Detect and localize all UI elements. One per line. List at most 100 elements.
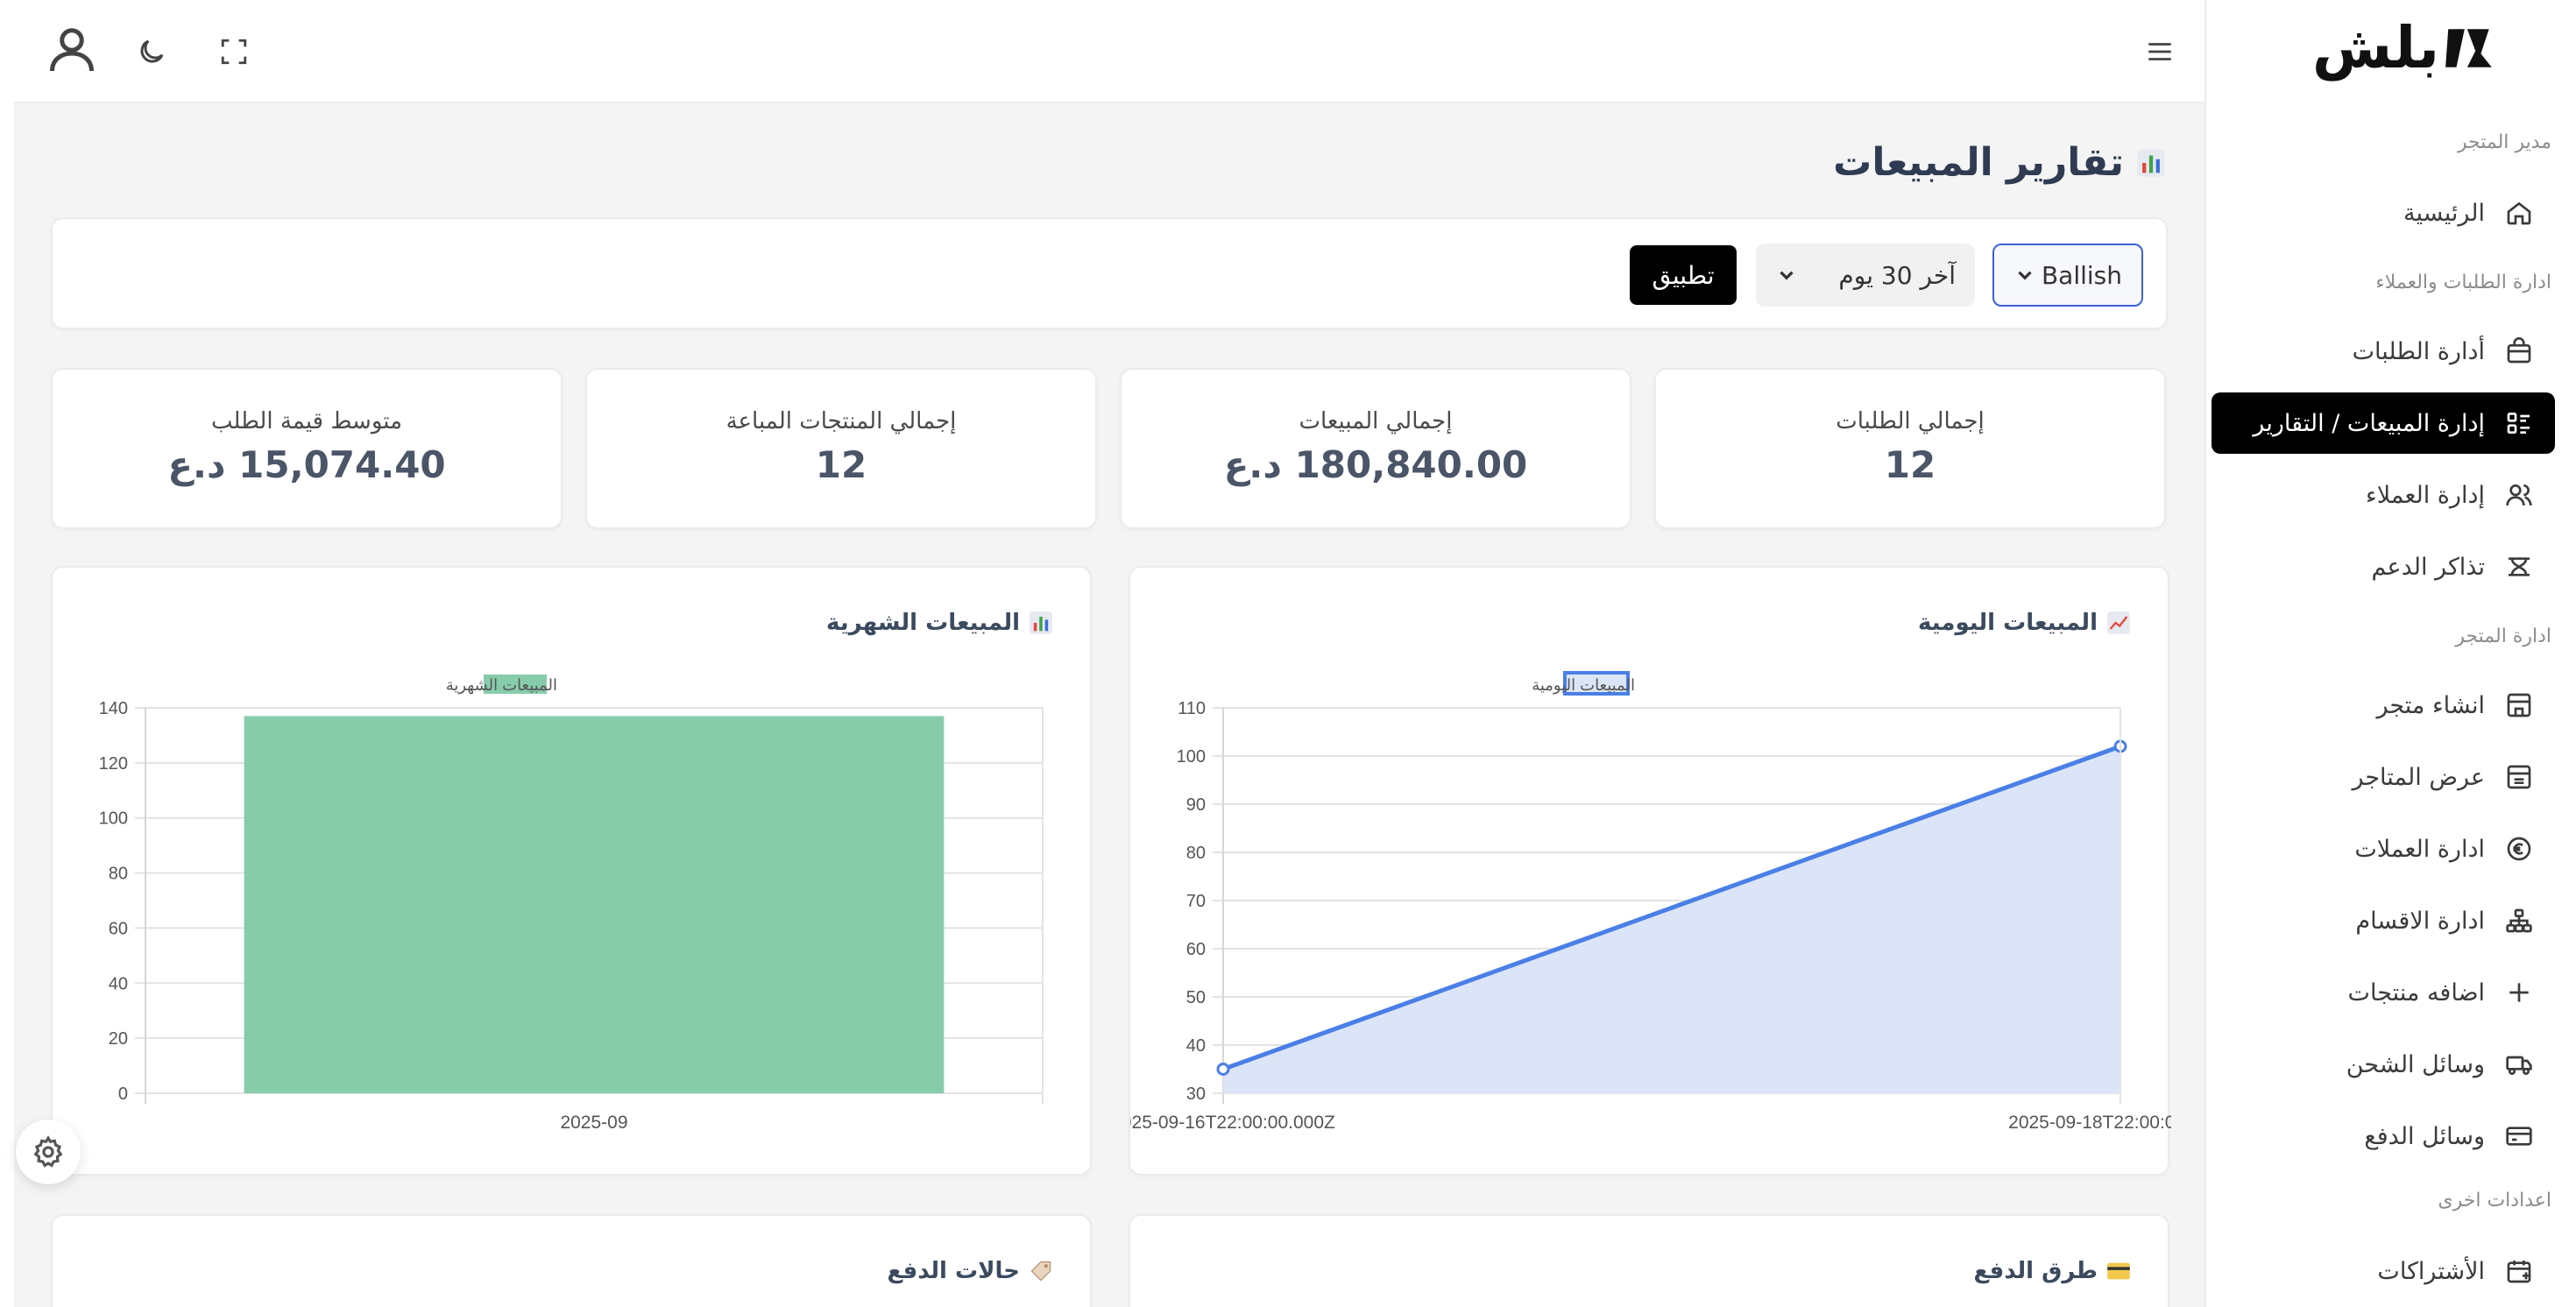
y-tick-label: 0 <box>118 1084 128 1104</box>
sidebar-item-label: اضافه منتجات <box>2347 978 2485 1007</box>
stat-total-sales: إجمالي المبيعات 180,840.00 د.ع <box>1120 368 1631 529</box>
logo-mark-icon <box>2445 29 2492 67</box>
stat-value: 180,840.00 د.ع <box>1223 443 1528 486</box>
daily-sales-chart: المبيعات اليومية 30 40 50 60 70 80 90 100 110 2025… <box>1130 671 2171 1133</box>
menu-icon[interactable] <box>2138 30 2182 74</box>
sidebar-item-label: أدارة الطلبات <box>2352 337 2485 365</box>
fullscreen-icon[interactable] <box>212 30 256 74</box>
sidebar-item-support-tickets[interactable]: تذاكر الدعم <box>2212 536 2555 597</box>
y-tick-label: 80 <box>1186 844 1206 863</box>
list-icon <box>2504 408 2534 438</box>
chevron-down-icon <box>1780 271 1794 280</box>
y-tick-label: 120 <box>99 754 128 774</box>
sidebar-item-label: تذاكر الدعم <box>2371 553 2485 581</box>
sidebar-item-create-store[interactable]: انشاء متجر <box>2212 675 2555 736</box>
sidebar-item-subscriptions[interactable]: الأشتراكات <box>2212 1240 2555 1302</box>
sidebar-item-orders[interactable]: أدارة الطلبات <box>2212 321 2555 382</box>
daily-sales-card: المبيعات اليومية المبيعات اليومية 30 40 50 6… <box>1129 566 2171 1176</box>
truck-icon <box>2504 1049 2534 1079</box>
sidebar-item-sales-reports[interactable]: إدارة المبيعات / التقارير <box>2212 392 2555 454</box>
sidebar-item-currencies[interactable]: ادارة العملات <box>2212 818 2555 880</box>
y-tick-label: 100 <box>1177 747 1206 767</box>
legend-label: المبيعات الشهرية <box>446 676 557 695</box>
sidebar-item-payment-methods[interactable]: وسائل الدفع <box>2212 1106 2555 1167</box>
store-select[interactable]: Ballish <box>1992 244 2143 307</box>
payment-methods-card: طرق الدفع <box>1129 1214 2169 1307</box>
sidebar-item-customers[interactable]: إدارة العملاء <box>2212 464 2555 526</box>
payment-methods-title-text: طرق الدفع <box>1973 1258 2098 1284</box>
sidebar-item-shipping[interactable]: وسائل الشحن <box>2212 1034 2555 1095</box>
store-select-value: Ballish <box>2041 260 2122 290</box>
credit-card-icon <box>2107 1262 2130 1280</box>
section-other-settings: اعدادات اخرى <box>2438 1190 2551 1212</box>
y-tick-label: 50 <box>1186 988 1206 1007</box>
currency-icon <box>2504 834 2534 864</box>
home-icon <box>2504 198 2534 228</box>
y-tick-label: 30 <box>1186 1084 1206 1104</box>
top-bar <box>14 0 2204 103</box>
bar <box>244 716 945 1093</box>
y-tick-label: 90 <box>1186 795 1206 815</box>
y-tick-label: 40 <box>109 974 128 993</box>
y-tick-label: 100 <box>99 809 128 829</box>
daily-sales-title-text: المبيعات اليومية <box>1917 610 2098 636</box>
stat-value: 12 <box>815 443 867 486</box>
sidebar-item-label: الرئيسية <box>2403 199 2485 227</box>
settings-gear-button[interactable] <box>16 1120 81 1184</box>
x-tick-label: 2025-09 <box>560 1113 627 1133</box>
monthly-sales-chart: المبيعات الشهرية 0 20 40 60 80 100 120 140 2025-0… <box>99 675 1044 1133</box>
payment-status-card: حالات الدفع <box>51 1214 1092 1307</box>
moon-icon[interactable] <box>130 30 173 74</box>
payment-methods-title: طرق الدفع <box>1974 1258 2131 1284</box>
stat-label: متوسط قيمة الطلب <box>210 408 403 434</box>
store-view-icon <box>2504 762 2534 792</box>
sidebar-item-label: انشاء متجر <box>2376 691 2485 719</box>
chevron-down-icon <box>2018 271 2032 280</box>
sidebar: بلش مدير المتجر الرئيسية ادارة الطلبات و… <box>2204 0 2576 1307</box>
sidebar-item-label: الأشتراكات <box>2377 1257 2485 1285</box>
x-tick-label: 2025-09-16T22:00:00.000Z <box>1130 1113 1335 1133</box>
legend-label: المبيعات اليومية <box>1532 676 1635 695</box>
logo[interactable]: بلش <box>2312 16 2497 81</box>
y-tick-label: 60 <box>1186 940 1206 959</box>
area-fill <box>1223 746 2120 1093</box>
sidebar-item-label: وسائل الدفع <box>2364 1122 2485 1150</box>
sidebar-item-label: ادارة الاقسام <box>2355 907 2485 935</box>
legend-swatch <box>1563 671 1630 696</box>
y-tick-label: 40 <box>1186 1036 1206 1056</box>
calendar-plus-icon <box>2504 1256 2534 1286</box>
page-title-text: تقارير المبيعات <box>1833 140 2124 185</box>
sidebar-item-home[interactable]: الرئيسية <box>2212 182 2555 244</box>
section-orders-customers: ادارة الطلبات والعملاء <box>2375 272 2551 293</box>
monthly-sales-card: المبيعات الشهرية المبيعات الشهرية 0 20 40 60… <box>51 566 1092 1176</box>
y-tick-label: 70 <box>1186 892 1206 911</box>
monthly-sales-title-text: المبيعات الشهرية <box>826 610 1020 636</box>
y-tick-label: 20 <box>109 1029 128 1049</box>
sidebar-item-add-products[interactable]: اضافه منتجات <box>2212 962 2555 1023</box>
bar-chart-icon <box>2137 148 2165 177</box>
period-select[interactable]: آخر 30 يوم <box>1756 244 1975 307</box>
monthly-sales-title: المبيعات الشهرية <box>826 610 1053 636</box>
apply-button[interactable]: تطبيق <box>1630 245 1737 305</box>
card-icon <box>2504 1121 2534 1151</box>
page-title: تقارير المبيعات <box>1833 140 2166 185</box>
gear-icon <box>33 1135 63 1168</box>
sidebar-item-categories[interactable]: ادارة الاقسام <box>2212 890 2555 951</box>
left-edge <box>0 0 14 1307</box>
y-tick-label: 60 <box>109 919 128 938</box>
y-tick-label: 110 <box>1178 699 1206 718</box>
data-point <box>1216 1063 1230 1076</box>
store-icon <box>2504 690 2534 720</box>
user-icon[interactable] <box>42 16 102 82</box>
stat-label: إجمالي الطلبات <box>1836 408 1985 434</box>
tag-icon <box>1030 1261 1051 1282</box>
y-tick-label: 80 <box>109 865 128 884</box>
stat-value: 15,074.40 د.ع <box>167 443 446 486</box>
plus-icon <box>2504 978 2534 1007</box>
sidebar-item-view-stores[interactable]: عرض المتاجر <box>2212 746 2555 808</box>
stat-products-sold: إجمالي المنتجات المباعة 12 <box>585 368 1097 529</box>
legend-swatch <box>484 675 547 694</box>
bar-chart-icon <box>1030 611 1052 634</box>
stat-average-order: متوسط قيمة الطلب 15,074.40 د.ع <box>51 368 563 529</box>
filter-card: Ballish آخر 30 يوم تطبيق <box>51 217 2168 329</box>
